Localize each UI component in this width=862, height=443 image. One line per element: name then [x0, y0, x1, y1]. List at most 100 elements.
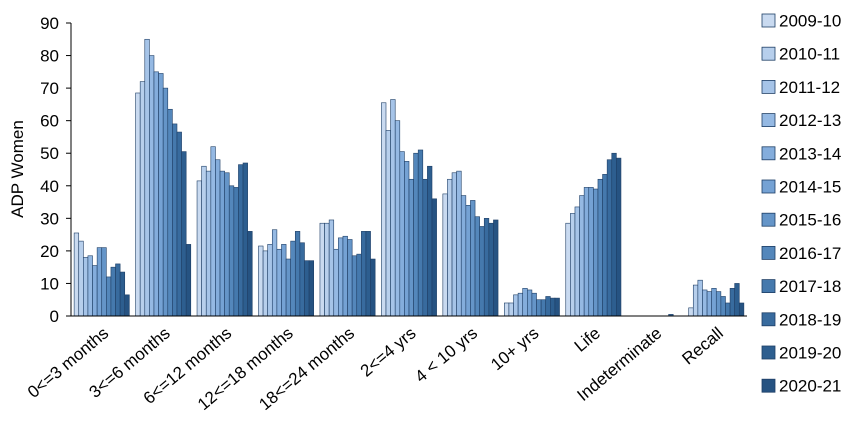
bar [233, 187, 239, 317]
legend-swatch [761, 146, 776, 161]
legend-label: 2014-15 [779, 178, 841, 197]
bar [342, 235, 348, 317]
y-tick-label: 20 [40, 242, 59, 261]
bar [427, 165, 433, 317]
bar [422, 178, 428, 317]
bar [139, 81, 146, 317]
bar [554, 297, 560, 317]
legend-label: 2010-11 [779, 45, 840, 64]
bar [290, 240, 296, 317]
y-axis: 0 10 20 30 40 50 60 70 80 90 [40, 14, 72, 326]
bar [394, 120, 401, 317]
legend-label: 2011-12 [779, 78, 840, 97]
bar [267, 244, 273, 317]
bar [210, 146, 216, 317]
bar [224, 172, 230, 317]
bar [308, 260, 314, 317]
bar [271, 229, 278, 317]
bar [493, 219, 499, 317]
bar [460, 195, 467, 317]
legend-swatch [761, 13, 776, 28]
bar [442, 193, 448, 317]
bar [347, 239, 353, 317]
bar [738, 302, 745, 317]
bar [565, 222, 571, 317]
bar [522, 288, 528, 317]
bar [593, 188, 599, 317]
bar [697, 279, 703, 317]
y-tick-label: 50 [40, 144, 59, 163]
x-tick-label: 4 < 10 yrs [411, 324, 481, 387]
bar [176, 131, 182, 317]
bar [115, 263, 121, 317]
bar [135, 92, 141, 317]
bar [488, 222, 494, 317]
y-tick-label: 80 [40, 47, 59, 66]
y-tick-label: 90 [40, 14, 59, 33]
bar [540, 299, 547, 317]
bar [720, 296, 726, 317]
bar [299, 242, 305, 317]
y-tick-label: 0 [50, 307, 59, 326]
bar [536, 299, 542, 317]
bar [181, 151, 187, 317]
bar [408, 178, 414, 317]
y-axis-title: ADP Women [8, 120, 27, 218]
bar [162, 87, 169, 317]
legend-swatch [761, 279, 776, 294]
legend-swatch [761, 212, 776, 227]
bar [172, 123, 178, 317]
bar [110, 266, 116, 317]
bar [729, 288, 735, 317]
bar [219, 170, 225, 317]
bar [304, 260, 310, 317]
bar [527, 289, 533, 317]
bar [324, 222, 330, 317]
bar [185, 244, 192, 317]
y-tick-label: 30 [40, 209, 59, 228]
x-tick-label: Life [571, 324, 604, 356]
legend-swatch [761, 80, 776, 94]
bar [517, 292, 524, 317]
legend-swatch [761, 378, 776, 393]
bar [451, 172, 457, 317]
bar [361, 231, 367, 317]
bar [228, 185, 235, 317]
bar [399, 151, 405, 317]
bar [381, 102, 387, 317]
bar [215, 159, 221, 317]
bar [247, 231, 253, 317]
bar [431, 198, 437, 317]
bar [87, 255, 93, 317]
legend-label: 2019-20 [779, 344, 841, 363]
bar [706, 291, 712, 317]
legend-swatch [761, 113, 776, 127]
bar [328, 219, 335, 317]
bar [447, 178, 453, 317]
bar [294, 231, 301, 317]
bar [570, 213, 576, 317]
bar [504, 302, 510, 317]
legend-swatch [761, 46, 776, 61]
bar [238, 164, 244, 317]
bar [688, 307, 694, 317]
bar [144, 38, 150, 317]
legend-label: 2015-16 [779, 211, 841, 230]
legend-swatch [761, 179, 776, 194]
bar [611, 152, 617, 317]
bars [73, 38, 745, 317]
bar [258, 245, 264, 317]
bar [725, 302, 731, 317]
bar [531, 292, 537, 317]
bar [574, 206, 580, 317]
bar [285, 258, 291, 317]
bar [465, 205, 471, 317]
bar [715, 291, 722, 317]
bar [196, 180, 202, 317]
bar [276, 248, 282, 317]
bar [602, 174, 608, 317]
bar [92, 265, 98, 317]
bar [153, 71, 159, 317]
bar [456, 170, 462, 317]
legend-label: 2009-10 [779, 12, 841, 31]
